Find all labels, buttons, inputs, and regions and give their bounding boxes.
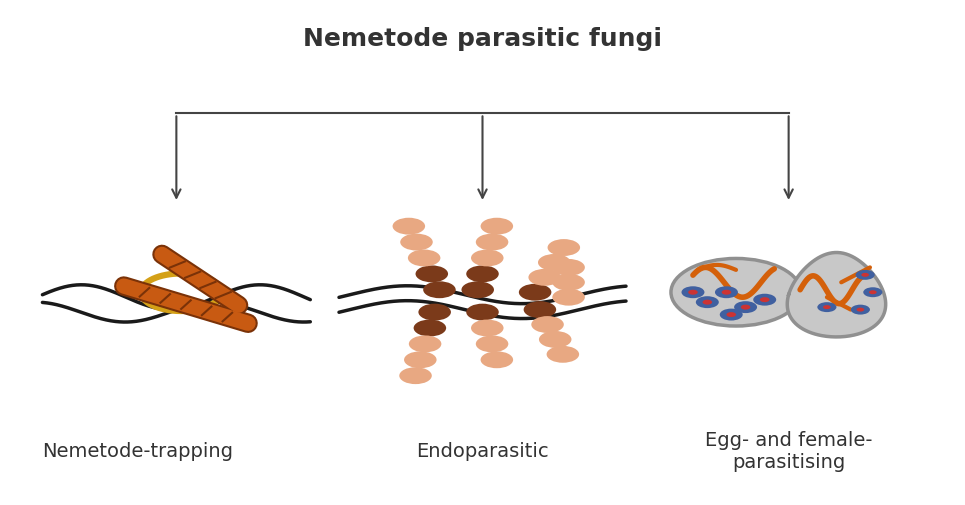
Circle shape <box>476 234 509 250</box>
Circle shape <box>823 305 831 309</box>
Circle shape <box>734 301 758 313</box>
Circle shape <box>754 294 776 306</box>
Circle shape <box>471 320 504 336</box>
Circle shape <box>720 309 743 321</box>
Circle shape <box>404 351 436 368</box>
Polygon shape <box>787 252 886 337</box>
Circle shape <box>671 259 801 326</box>
Circle shape <box>688 290 698 295</box>
Circle shape <box>529 269 561 286</box>
Circle shape <box>864 287 882 297</box>
Circle shape <box>461 281 494 298</box>
Circle shape <box>851 305 870 315</box>
Circle shape <box>471 249 504 267</box>
Circle shape <box>862 273 869 277</box>
Text: Endoparasitic: Endoparasitic <box>416 442 549 461</box>
Circle shape <box>857 308 865 312</box>
Circle shape <box>481 218 513 235</box>
Circle shape <box>869 290 876 294</box>
Circle shape <box>408 249 440 267</box>
Circle shape <box>476 335 509 352</box>
Circle shape <box>400 234 432 250</box>
Text: Nemetode parasitic fungi: Nemetode parasitic fungi <box>303 27 662 51</box>
Circle shape <box>547 239 580 256</box>
Circle shape <box>419 304 451 321</box>
Circle shape <box>552 274 585 291</box>
Circle shape <box>532 316 564 333</box>
Circle shape <box>681 286 704 298</box>
Circle shape <box>414 320 446 336</box>
Circle shape <box>524 301 556 318</box>
Text: Egg- and female-
parasitising: Egg- and female- parasitising <box>704 431 872 472</box>
Circle shape <box>546 346 579 363</box>
Circle shape <box>424 281 455 298</box>
Circle shape <box>703 299 712 305</box>
Circle shape <box>538 254 570 271</box>
Circle shape <box>696 296 719 308</box>
Circle shape <box>727 312 736 317</box>
Circle shape <box>552 289 585 306</box>
Circle shape <box>466 304 499 321</box>
Circle shape <box>519 284 551 300</box>
Circle shape <box>416 266 448 282</box>
Circle shape <box>741 305 751 310</box>
Circle shape <box>393 218 426 235</box>
Text: Nemetode-trapping: Nemetode-trapping <box>42 442 234 461</box>
Circle shape <box>538 331 571 348</box>
Circle shape <box>856 270 874 280</box>
Circle shape <box>715 286 738 298</box>
Circle shape <box>409 335 441 352</box>
Circle shape <box>400 367 431 384</box>
Circle shape <box>817 302 837 312</box>
Circle shape <box>722 290 731 295</box>
Circle shape <box>481 351 513 368</box>
Circle shape <box>466 266 499 282</box>
Circle shape <box>759 297 769 302</box>
Circle shape <box>552 259 585 276</box>
